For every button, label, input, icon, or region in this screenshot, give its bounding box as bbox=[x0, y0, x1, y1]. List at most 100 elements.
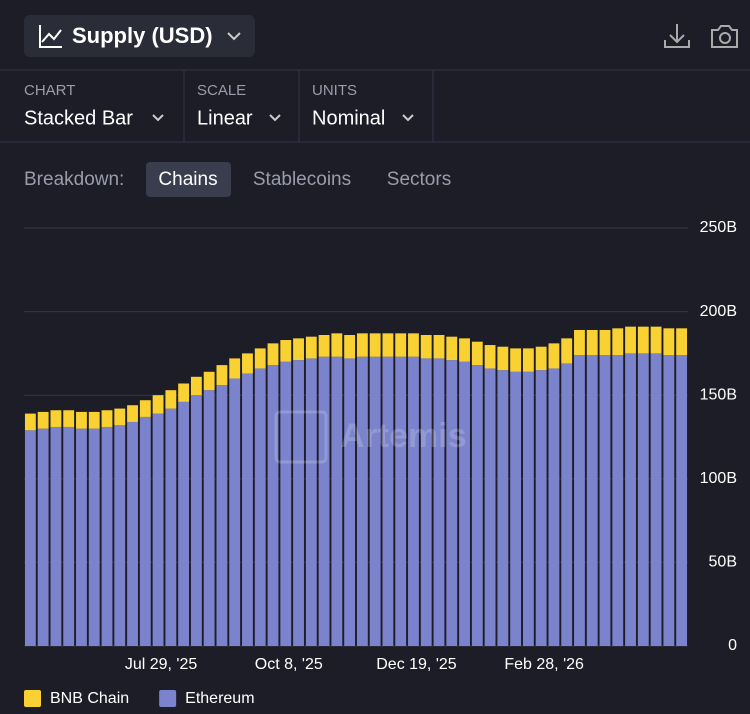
bar-segment bbox=[612, 328, 624, 356]
bar-segment bbox=[497, 370, 509, 646]
bar-segment bbox=[293, 338, 304, 361]
chevron bbox=[402, 114, 414, 122]
bar-segment bbox=[574, 355, 585, 646]
tab[interactable]: Chains bbox=[158, 169, 217, 190]
bar-segment bbox=[178, 383, 190, 402]
bar-segment bbox=[88, 428, 100, 646]
bar-segment bbox=[599, 355, 611, 646]
bar-segment bbox=[535, 370, 547, 646]
legend: BNB Chain Ethereum bbox=[24, 690, 255, 707]
control-label: UNITS bbox=[312, 82, 357, 99]
y-tick-label: 0 bbox=[728, 637, 737, 654]
bar-segment bbox=[625, 326, 636, 354]
bar-segment bbox=[152, 395, 164, 414]
bar-segment bbox=[548, 368, 560, 646]
x-tick-label: Feb 28, '26 bbox=[504, 656, 584, 673]
bar-segment bbox=[216, 385, 228, 646]
bar-segment bbox=[254, 348, 266, 369]
bar-segment bbox=[535, 346, 547, 371]
bar-segment bbox=[318, 335, 330, 357]
chart-icon bbox=[39, 25, 62, 48]
bar-segment bbox=[395, 356, 407, 646]
bar-segment bbox=[190, 376, 202, 396]
bar-segment bbox=[114, 425, 126, 646]
bar-segment bbox=[612, 355, 624, 646]
bar-segment bbox=[433, 358, 445, 646]
y-tick-label: 100B bbox=[700, 470, 737, 487]
bar-segment bbox=[63, 410, 75, 427]
bar-segment bbox=[382, 356, 394, 646]
watermark: Artemis bbox=[340, 417, 467, 455]
y-tick-label: 150B bbox=[700, 386, 737, 403]
bar-segment bbox=[139, 416, 151, 646]
bar-segment bbox=[548, 343, 560, 369]
bar-segment bbox=[637, 326, 649, 354]
bar-segment bbox=[242, 373, 253, 646]
bar-segment bbox=[165, 390, 177, 409]
bar-segment bbox=[459, 361, 470, 646]
bar-segment bbox=[331, 333, 343, 357]
y-tick-label: 200B bbox=[700, 303, 737, 320]
bar-segment bbox=[676, 328, 688, 356]
bar-segment bbox=[50, 410, 62, 427]
bar-segment bbox=[331, 356, 343, 646]
bar-segment bbox=[561, 363, 573, 646]
bar-segment bbox=[76, 411, 87, 429]
bar-segment bbox=[484, 345, 496, 369]
bar-segment bbox=[663, 355, 675, 646]
bar-segment bbox=[356, 333, 368, 357]
control-value[interactable]: Nominal bbox=[312, 107, 385, 129]
control-value[interactable]: Linear bbox=[197, 107, 253, 129]
bar-segment bbox=[484, 368, 496, 646]
control-label: SCALE bbox=[197, 82, 246, 99]
bar-segment bbox=[663, 328, 675, 356]
bar-segment bbox=[63, 426, 75, 646]
bar-segment bbox=[305, 358, 317, 646]
bar-segment bbox=[650, 353, 662, 646]
bar-segment bbox=[50, 426, 62, 646]
bar-segment bbox=[37, 428, 49, 646]
bar-segment bbox=[165, 408, 177, 646]
chevron bbox=[152, 114, 164, 122]
bar-segment bbox=[76, 428, 87, 646]
bar-segment bbox=[408, 356, 419, 646]
legend-swatch bbox=[159, 690, 177, 707]
x-tick-label: Oct 8, '25 bbox=[255, 656, 323, 673]
download-button[interactable] bbox=[664, 24, 690, 48]
bar-segment bbox=[280, 340, 292, 362]
control-value[interactable]: Stacked Bar bbox=[24, 107, 133, 129]
bar-segment bbox=[408, 333, 419, 357]
bar-segment bbox=[574, 329, 585, 356]
bar-segment bbox=[420, 358, 432, 646]
bar-segment bbox=[101, 410, 113, 427]
bar-segment bbox=[369, 333, 381, 357]
bar-segment bbox=[369, 356, 381, 646]
title-dropdown[interactable] bbox=[24, 15, 255, 57]
screenshot-button[interactable] bbox=[711, 25, 738, 48]
x-tick-label: Dec 19, '25 bbox=[376, 656, 457, 673]
bar-segment bbox=[344, 335, 356, 359]
bar-segment bbox=[152, 413, 164, 646]
tab[interactable]: Sectors bbox=[387, 169, 451, 190]
bar-segment bbox=[24, 413, 36, 431]
bar-segment bbox=[637, 353, 649, 646]
bar-segment bbox=[127, 405, 138, 422]
bar-segment bbox=[178, 401, 190, 646]
bar-segment bbox=[650, 326, 662, 354]
bar-segment bbox=[471, 365, 483, 646]
bar-segment bbox=[37, 411, 49, 429]
bar-segment bbox=[190, 395, 202, 646]
bar-segment bbox=[446, 360, 458, 646]
bar-segment bbox=[101, 426, 113, 646]
tab[interactable]: Stablecoins bbox=[253, 169, 351, 190]
bar-segment bbox=[344, 358, 356, 646]
bar-segment bbox=[599, 329, 611, 356]
x-tick-label: Jul 29, '25 bbox=[125, 656, 198, 673]
bar-segment bbox=[293, 360, 304, 646]
bar-segment bbox=[280, 361, 292, 646]
bar-segment bbox=[446, 336, 458, 361]
breakdown-label: Breakdown: bbox=[24, 169, 124, 190]
watermark-logo bbox=[274, 410, 328, 464]
bar-segment bbox=[586, 329, 598, 356]
